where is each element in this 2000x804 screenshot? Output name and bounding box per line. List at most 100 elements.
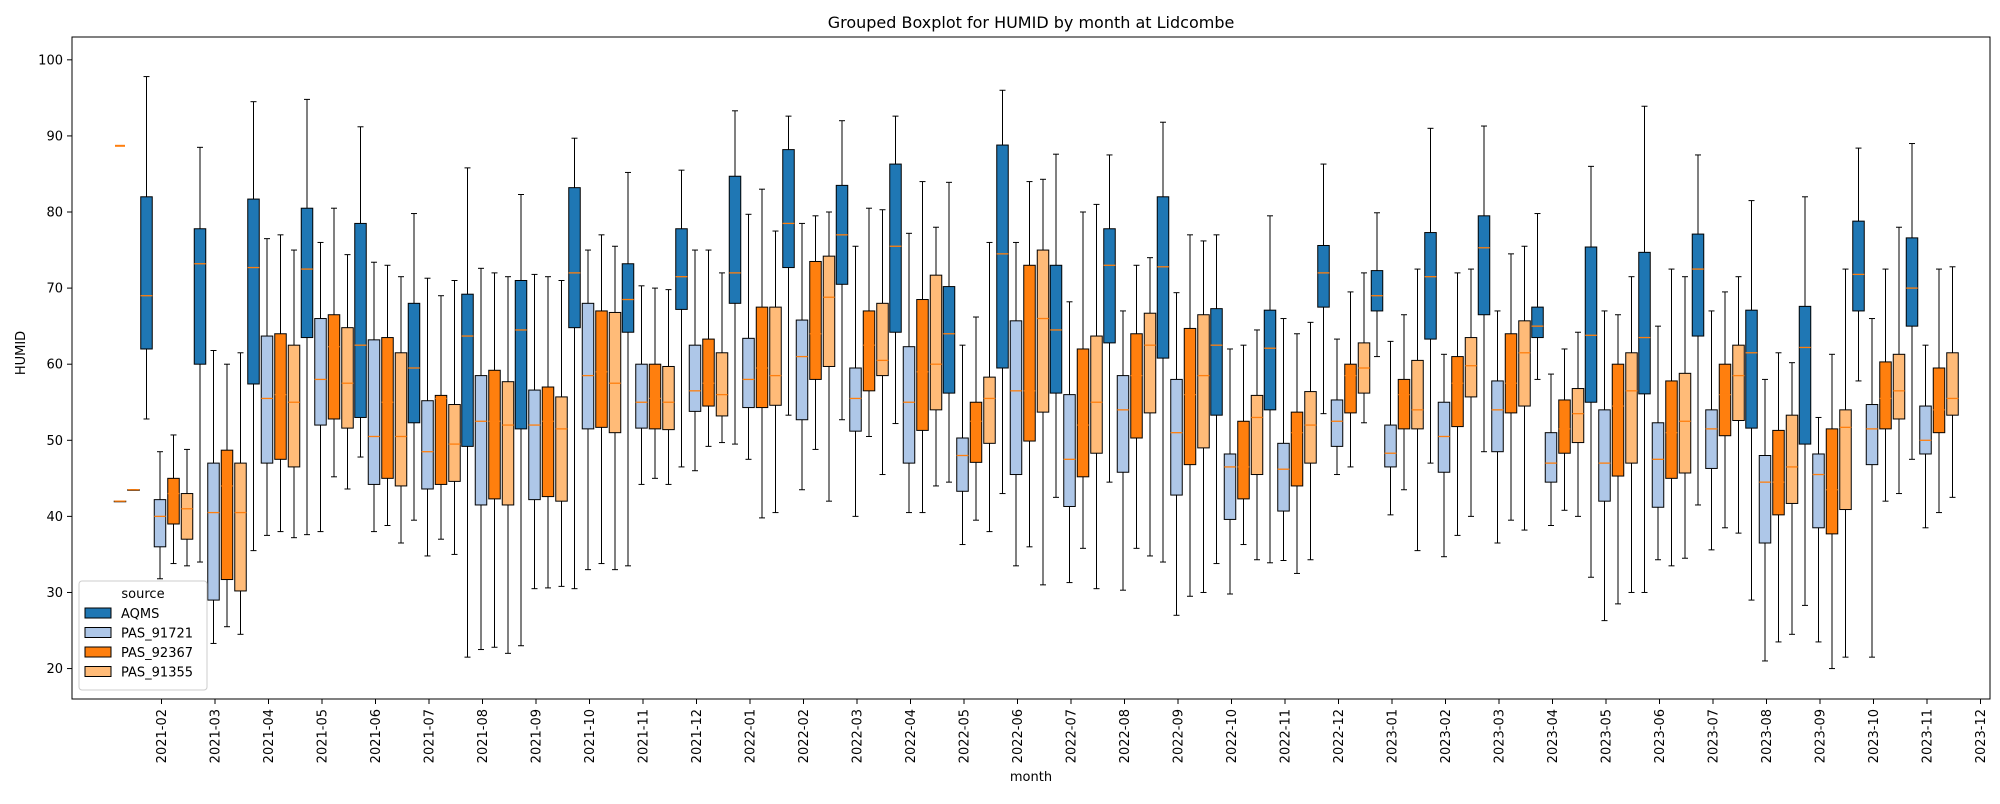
box-iqr — [274, 333, 287, 460]
box-pas-92367-2021-05 — [327, 207, 341, 478]
box-pas-91355-2022-01 — [769, 230, 782, 514]
box-pas-91721-2022-06 — [1009, 241, 1023, 567]
legend-label: PAS_92367 — [121, 646, 193, 661]
box-pas-92367-2022-06 — [1023, 181, 1036, 548]
box-iqr — [1772, 429, 1785, 516]
box-pas-91355-2021-08 — [501, 276, 515, 654]
box-iqr — [595, 310, 608, 428]
box-pas-92367-2022-08 — [1130, 264, 1143, 549]
box-iqr — [1691, 233, 1705, 337]
legend-swatch — [84, 607, 112, 619]
box-pas-92367-2022-12 — [1344, 291, 1357, 468]
box-pas-92367-2021-08 — [488, 272, 501, 648]
box-pas-92367-2021-01 — [113, 500, 127, 503]
box-iqr — [1384, 424, 1397, 468]
box-pas-91721-2021-02 — [153, 451, 167, 580]
box-iqr — [715, 352, 729, 417]
box-iqr — [1825, 428, 1839, 535]
box-iqr — [1531, 306, 1544, 339]
x-tick-label: 2022-12 — [1332, 709, 1347, 763]
box-pas-91355-2023-08 — [1785, 362, 1799, 635]
box-iqr — [688, 344, 702, 412]
plot-marks — [113, 76, 1959, 670]
box-pas-91355-2023-05 — [1625, 276, 1638, 593]
box-aqms-2021-02 — [140, 76, 153, 420]
box-iqr — [956, 437, 969, 492]
x-tick-label: 2023-11 — [1921, 709, 1936, 763]
box-iqr — [528, 389, 541, 501]
x-tick-label: 2023-08 — [1760, 709, 1775, 763]
box-pas-92367-2021-03 — [220, 363, 234, 628]
box-iqr — [1651, 422, 1665, 508]
x-tick-label: 2021-07 — [423, 709, 438, 763]
x-tick-label: 2021-09 — [530, 709, 545, 763]
box-aqms-2022-10 — [1210, 234, 1223, 565]
box-iqr — [1544, 432, 1558, 483]
box-pas-92367-2023-06 — [1665, 268, 1678, 567]
x-tick-label: 2022-07 — [1065, 709, 1080, 763]
box-iqr — [929, 274, 943, 411]
box-pas-91355-2021-10 — [608, 245, 622, 571]
box-pas-92367-2021-02 — [167, 434, 180, 565]
x-tick-label: 2023-04 — [1546, 709, 1561, 763]
box-pas-92367-2023-02 — [1451, 272, 1464, 536]
legend-swatch — [84, 646, 112, 658]
box-iqr — [1290, 411, 1304, 487]
x-tick-label: 2023-01 — [1386, 709, 1401, 763]
box-iqr — [1558, 399, 1571, 454]
box-pas-91355-2023-03 — [1518, 245, 1531, 531]
box-iqr — [1638, 251, 1651, 395]
box-iqr — [1330, 399, 1344, 447]
box-pas-92367-2022-03 — [862, 207, 876, 437]
box-pas-91355-2021-04 — [287, 249, 301, 539]
box-iqr — [1049, 264, 1063, 394]
x-tick-label: 2022-04 — [904, 709, 919, 763]
box-pas-91355-2023-06 — [1678, 276, 1692, 559]
y-tick-label: 70 — [46, 282, 63, 297]
box-iqr — [1785, 414, 1799, 504]
box-aqms-2022-09 — [1156, 121, 1170, 563]
box-pas-91721-2021-09 — [528, 273, 541, 590]
box-aqms-2022-02 — [782, 115, 795, 416]
box-iqr — [1625, 352, 1638, 464]
box-aqms-2022-08 — [1103, 154, 1116, 483]
box-pas-91721-2021-10 — [581, 249, 595, 571]
box-aqms-2022-04 — [889, 115, 902, 425]
box-pas-91721-2023-06 — [1651, 325, 1665, 561]
box-pas-91721-2022-11 — [1277, 318, 1290, 562]
box-pas-92367-2022-11 — [1290, 333, 1304, 574]
x-axis-ticks: 2021-02 2021-03 2021-04 2021-05 2021-06 2021-… — [155, 699, 1989, 763]
box-iqr — [876, 302, 889, 377]
x-tick-label: 2021-02 — [155, 709, 170, 763]
box-iqr — [1263, 309, 1277, 411]
box-iqr — [421, 400, 434, 490]
box-iqr — [1009, 320, 1023, 476]
box-iqr — [1892, 353, 1906, 420]
x-tick-label: 2023-06 — [1653, 709, 1668, 763]
legend-label: PAS_91721 — [121, 627, 193, 642]
box-pas-91721-2022-01 — [742, 213, 755, 460]
box-iqr — [1170, 378, 1183, 496]
box-aqms-2023-01 — [1370, 212, 1384, 358]
x-tick-label: 2022-08 — [1118, 709, 1133, 763]
box-pas-92367-2023-03 — [1504, 253, 1518, 521]
box-iqr — [1464, 337, 1478, 398]
box-pas-91355-2022-03 — [876, 209, 889, 476]
x-tick-label: 2021-12 — [690, 709, 705, 763]
box-pas-92367-2021-06 — [381, 264, 394, 527]
box-iqr — [1905, 237, 1919, 327]
y-tick-label: 100 — [38, 53, 63, 68]
box-iqr — [1090, 335, 1103, 454]
box-iqr — [635, 363, 648, 429]
x-tick-label: 2021-05 — [316, 709, 331, 763]
box-iqr — [314, 318, 327, 426]
box-iqr — [434, 394, 448, 485]
box-aqms-2023-07 — [1691, 154, 1705, 506]
x-tick-label: 2022-10 — [1225, 709, 1240, 763]
box-iqr — [969, 401, 983, 463]
box-aqms-2021-04 — [247, 101, 260, 552]
box-iqr — [1718, 363, 1732, 437]
box-pas-91355-2022-09 — [1197, 240, 1210, 593]
box-pas-91355-2023-02 — [1464, 268, 1478, 517]
